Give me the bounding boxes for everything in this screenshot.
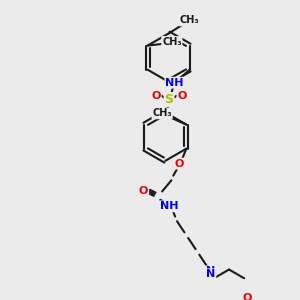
Text: N: N <box>206 269 215 279</box>
Text: NH: NH <box>165 78 184 88</box>
Text: CH₃: CH₃ <box>162 37 182 47</box>
Text: O: O <box>243 293 252 300</box>
Text: O: O <box>152 91 161 101</box>
Text: O: O <box>177 91 187 101</box>
Text: S: S <box>165 93 174 106</box>
Text: O: O <box>139 187 148 196</box>
Text: CH₃: CH₃ <box>179 15 199 26</box>
Text: O: O <box>174 159 184 169</box>
Text: NH: NH <box>160 201 179 211</box>
Text: CH₃: CH₃ <box>152 108 172 118</box>
Text: N: N <box>206 266 215 276</box>
